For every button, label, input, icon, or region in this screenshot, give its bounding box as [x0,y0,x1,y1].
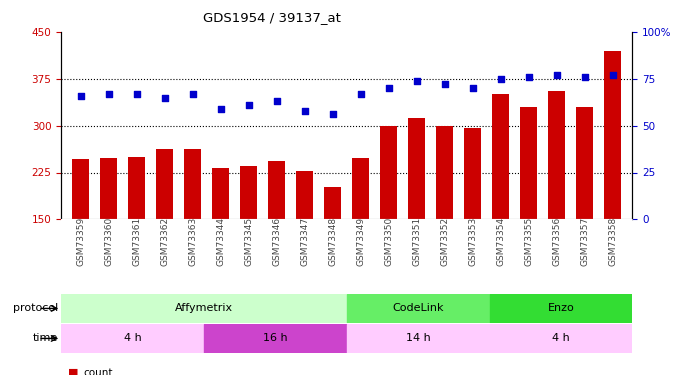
Text: 14 h: 14 h [406,333,430,344]
Point [356,91,367,97]
Point [159,94,170,100]
Bar [296,171,313,219]
Bar [347,324,490,352]
Bar [464,128,481,219]
Bar [492,94,509,219]
Bar [577,107,593,219]
Point [131,91,142,97]
Bar [548,91,565,219]
Bar [490,324,632,352]
Text: count: count [83,368,112,375]
Bar [184,149,201,219]
Bar [212,168,229,219]
Point [103,91,114,97]
Point [299,108,310,114]
Point [216,106,226,112]
Point [384,85,394,91]
Text: Affymetrix: Affymetrix [175,303,233,313]
Point [411,78,422,84]
Bar [490,294,632,322]
Text: GDS1954 / 39137_at: GDS1954 / 39137_at [203,11,341,24]
Bar [241,166,257,219]
Bar [352,158,369,219]
Bar [409,117,425,219]
Point [243,102,254,108]
Bar [156,149,173,219]
Bar [61,324,204,352]
Text: protocol: protocol [12,303,58,313]
Text: Enzo: Enzo [547,303,575,313]
Text: 4 h: 4 h [124,333,141,344]
Text: 16 h: 16 h [263,333,288,344]
Bar [269,161,285,219]
Point [271,98,282,104]
Point [75,93,86,99]
Point [495,76,506,82]
Point [607,72,618,78]
Bar [520,107,537,219]
Text: CodeLink: CodeLink [392,303,444,313]
Point [439,81,450,87]
Bar [101,158,117,219]
Point [551,72,562,78]
Point [327,111,338,117]
Bar [324,187,341,219]
Bar [72,159,89,219]
Text: 4 h: 4 h [552,333,570,344]
Point [524,74,534,80]
Point [188,91,199,97]
Bar [437,126,453,219]
Bar [61,294,347,322]
Bar [605,51,622,219]
Point [579,74,590,80]
Point [467,85,478,91]
Text: time: time [33,333,58,344]
Bar [129,157,146,219]
Bar [347,294,490,322]
Bar [380,126,397,219]
Text: ■: ■ [68,368,78,375]
Bar [204,324,347,352]
